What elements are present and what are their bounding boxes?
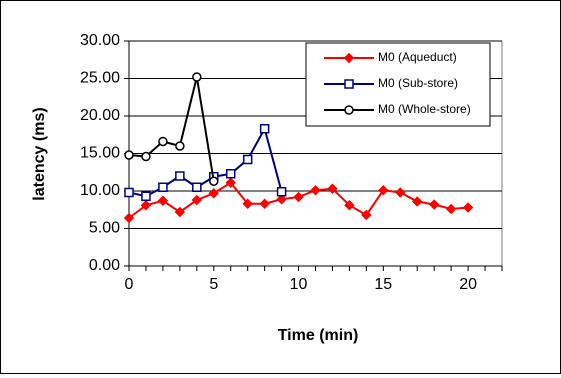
- series-2: [124, 124, 287, 201]
- data-point: [124, 150, 134, 160]
- data-point: [175, 171, 185, 181]
- y-tick-label: 30.00: [80, 32, 120, 49]
- series-layer: [123, 72, 474, 224]
- x-axis-title: Time (min): [278, 327, 359, 344]
- y-tick-label: 0.00: [89, 257, 120, 274]
- x-tick-label: 20: [459, 276, 477, 293]
- data-point: [225, 177, 236, 188]
- data-point: [191, 194, 203, 206]
- legend-label: M0 (Aqueduct): [378, 50, 457, 64]
- legend-item: M0 (Sub-store): [324, 76, 458, 90]
- legend-label: M0 (Sub-store): [378, 76, 458, 90]
- x-tick-label: 0: [125, 276, 134, 293]
- data-point: [124, 187, 134, 198]
- data-point: [242, 198, 253, 209]
- legend-label: M0 (Whole-store): [378, 102, 471, 116]
- data-point: [192, 72, 202, 82]
- data-point: [344, 105, 354, 115]
- data-point: [225, 169, 236, 179]
- y-axis-title: latency (ms): [31, 107, 48, 200]
- legend: M0 (Aqueduct) M0 (Sub-store) M0 (Whole-sto…: [305, 42, 491, 127]
- data-point: [378, 185, 389, 196]
- data-point: [276, 187, 287, 197]
- data-point: [412, 196, 423, 207]
- data-point: [344, 79, 354, 89]
- data-point: [327, 183, 338, 194]
- legend-item: M0 (Aqueduct): [324, 50, 457, 64]
- data-point: [242, 154, 253, 165]
- data-point: [361, 209, 372, 221]
- data-point: [259, 198, 270, 209]
- series-line: [128, 126, 283, 198]
- data-point: [192, 182, 202, 192]
- series-3: [124, 72, 219, 186]
- data-point: [343, 52, 355, 64]
- y-tick-label: 15.00: [80, 145, 120, 162]
- data-point: [141, 151, 151, 162]
- data-point: [158, 182, 168, 192]
- x-tick-label: 15: [374, 276, 392, 293]
- x-tick-label: 5: [209, 276, 218, 293]
- y-tick-label: 25.00: [80, 70, 120, 87]
- y-tick-label: 5.00: [89, 220, 120, 237]
- data-point: [310, 185, 321, 196]
- data-point: [395, 187, 406, 198]
- y-tick-label: 20.00: [80, 107, 120, 124]
- data-point: [462, 202, 474, 213]
- legend-item: M0 (Whole-store): [324, 102, 471, 116]
- data-point: [123, 212, 135, 224]
- data-point: [175, 141, 185, 151]
- data-point: [428, 199, 440, 210]
- data-point: [174, 206, 186, 218]
- data-point: [445, 203, 457, 215]
- data-point: [259, 124, 270, 134]
- x-tick-label: 10: [290, 276, 308, 293]
- data-point: [158, 136, 168, 147]
- y-tick-label: 10.00: [80, 182, 120, 199]
- data-point: [140, 200, 152, 211]
- data-point: [344, 200, 355, 211]
- data-point: [157, 195, 169, 206]
- data-point: [293, 191, 304, 203]
- series-1: [123, 177, 474, 224]
- data-point: [209, 176, 219, 186]
- data-point: [141, 191, 151, 201]
- data-point: [208, 188, 219, 199]
- data-point: [276, 194, 287, 205]
